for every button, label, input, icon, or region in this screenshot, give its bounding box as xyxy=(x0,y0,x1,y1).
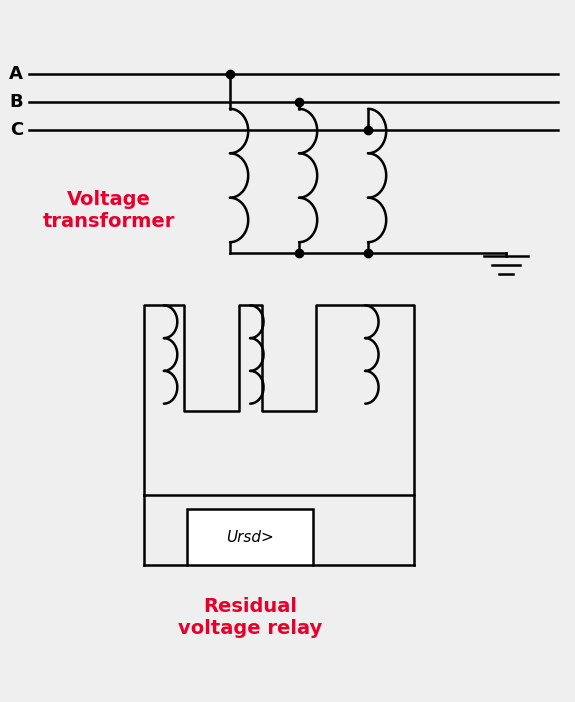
Bar xyxy=(187,509,313,565)
Text: A: A xyxy=(9,65,23,83)
Text: Ursd>: Ursd> xyxy=(226,529,274,545)
Text: C: C xyxy=(10,121,23,139)
Text: Voltage
transformer: Voltage transformer xyxy=(43,190,175,231)
Text: Residual
voltage relay: Residual voltage relay xyxy=(178,597,322,638)
Text: B: B xyxy=(9,93,23,111)
